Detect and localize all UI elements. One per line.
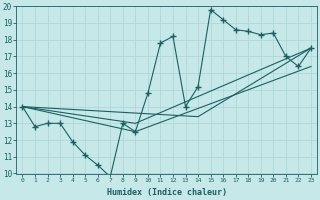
X-axis label: Humidex (Indice chaleur): Humidex (Indice chaleur)	[107, 188, 227, 197]
